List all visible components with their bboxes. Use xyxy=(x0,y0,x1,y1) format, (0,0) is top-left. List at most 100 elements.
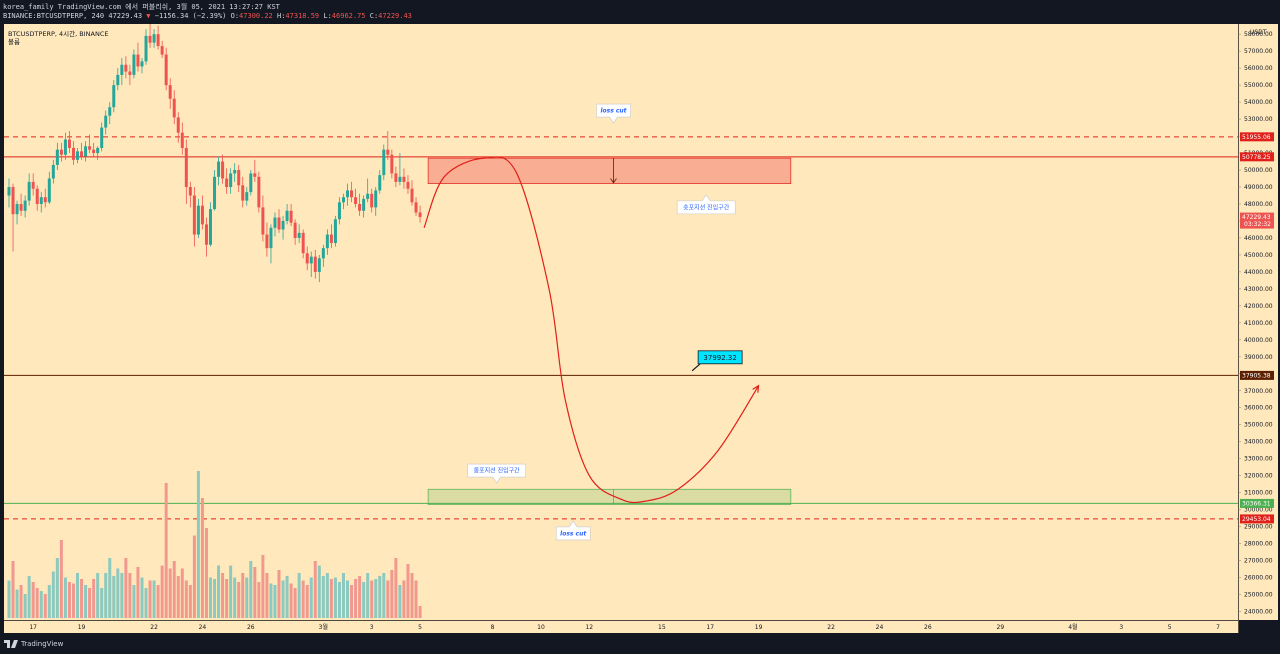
low-value: 46962.75 xyxy=(331,12,366,20)
callout-text: loss cut xyxy=(560,530,587,537)
candle-body xyxy=(233,170,237,174)
volume-bar xyxy=(341,573,345,618)
price-tick-label: 34000.00 xyxy=(1244,439,1273,446)
candle-body xyxy=(217,161,221,177)
volume-bar xyxy=(108,558,112,618)
volume-bar xyxy=(116,568,120,618)
price-tick-label: 28000.00 xyxy=(1244,541,1273,548)
volume-bar xyxy=(370,580,374,618)
callout-bubble xyxy=(555,520,591,541)
candle-body xyxy=(378,175,382,191)
high-value: 47318.59 xyxy=(285,12,320,20)
candle-body xyxy=(7,187,11,196)
price-tick-label: 29000.00 xyxy=(1244,524,1273,531)
candle-body xyxy=(313,256,317,272)
volume-bar xyxy=(354,579,358,618)
candle-body xyxy=(132,54,136,75)
callout-text: 롱포지션 진입구간 xyxy=(474,467,521,475)
candle-body xyxy=(124,64,128,72)
price-tag-value: 47229.43 xyxy=(1242,214,1271,221)
price-tick-label: 35000.00 xyxy=(1244,422,1273,429)
volume-bars xyxy=(7,471,422,618)
price-tag-value: 37905.38 xyxy=(1242,372,1271,379)
volume-bar xyxy=(59,540,63,618)
candle-body xyxy=(350,190,354,198)
volume-bar xyxy=(104,573,108,618)
price-change: −1156.34 (−2.39%) xyxy=(154,12,227,20)
callout-bubble xyxy=(676,194,736,215)
price-chart[interactable]: BTCUSDTPERP, 4시간, BINANCE볼륨USDT24000.002… xyxy=(0,24,1280,634)
high-label: H: xyxy=(276,12,286,20)
candle-body xyxy=(333,219,337,244)
candle-body xyxy=(325,234,329,249)
volume-bar xyxy=(249,561,253,618)
price-tag-box xyxy=(1240,514,1274,524)
time-tick-label: 10 xyxy=(537,624,545,631)
price-tick-label: 37000.00 xyxy=(1244,388,1273,395)
volume-bar xyxy=(229,565,233,618)
close-value: 47229.43 xyxy=(378,12,412,20)
volume-bar xyxy=(418,606,422,618)
low-label: L: xyxy=(323,12,332,20)
chart-legend-volume: 볼륨 xyxy=(8,37,20,46)
volume-bar xyxy=(184,580,188,618)
volume-bar xyxy=(188,585,192,618)
candle-body xyxy=(225,178,229,188)
price-label-pointer xyxy=(691,363,701,372)
price-tick-label: 27000.00 xyxy=(1244,558,1273,565)
candle-body xyxy=(402,176,406,182)
volume-bar xyxy=(71,583,75,618)
volume-bar xyxy=(333,577,337,618)
candle-body xyxy=(309,256,313,264)
symbol-ohlc-line: BINANCE:BTCUSDTPERP, 240 47229.43 ▼ −115… xyxy=(3,12,412,21)
time-axis-ticks: 17 19 22 24 26 3월 3 5 8 10 12 15 17 19 22 24 26 29 4월 3 5 7 xyxy=(29,623,1220,631)
volume-bar xyxy=(313,561,317,618)
candle-body xyxy=(386,149,390,155)
candle-body xyxy=(370,193,374,208)
candle-body xyxy=(277,217,281,230)
price-tick-label: 36000.00 xyxy=(1244,405,1273,412)
candle-body xyxy=(55,149,59,165)
candle-body xyxy=(281,220,285,230)
candle-body xyxy=(346,190,350,198)
candle-body xyxy=(418,212,422,218)
candle-body xyxy=(354,197,358,204)
publish-info: korea_family TradingView.com 에서 퍼블리쉬, 3월… xyxy=(3,3,280,11)
candle-body xyxy=(96,147,100,154)
volume-bar xyxy=(132,585,136,618)
candle-body xyxy=(188,187,192,196)
candle-body xyxy=(23,200,27,211)
candle-body xyxy=(43,197,47,203)
brand-name: TradingView xyxy=(21,640,64,648)
time-tick-label: 17 xyxy=(706,624,714,631)
footer-bar: TradingView xyxy=(0,634,1280,654)
time-tick-label: 17 xyxy=(29,624,37,631)
time-tick-label: 3 xyxy=(1119,624,1123,631)
candle-body xyxy=(394,173,398,182)
volume-bar xyxy=(100,588,104,618)
time-tick-label: 24 xyxy=(876,624,884,631)
price-tick-label: 31000.00 xyxy=(1244,490,1273,497)
candle-body xyxy=(362,198,366,211)
candle-body xyxy=(317,258,321,272)
price-tag-box xyxy=(1240,370,1274,380)
volume-bar xyxy=(96,573,100,618)
tradingview-logo[interactable]: TradingView xyxy=(4,640,63,648)
candle-body xyxy=(196,205,200,235)
volume-bar xyxy=(27,576,31,618)
candle-body xyxy=(269,227,273,249)
price-tick-label: 49000.00 xyxy=(1244,184,1273,191)
price-label-rect xyxy=(697,350,743,365)
tradingview-logo-icon xyxy=(4,640,18,648)
price-tick-label: 32000.00 xyxy=(1244,473,1273,480)
volume-bar xyxy=(289,583,293,618)
candle-body xyxy=(47,178,51,203)
candle-body xyxy=(35,188,39,204)
candle-body xyxy=(51,164,55,179)
candle-body xyxy=(184,147,188,188)
candle-body xyxy=(180,132,184,148)
volume-bar xyxy=(414,580,418,618)
volume-bar xyxy=(213,579,217,618)
volume-bar xyxy=(325,573,329,618)
volume-bar xyxy=(84,585,88,618)
